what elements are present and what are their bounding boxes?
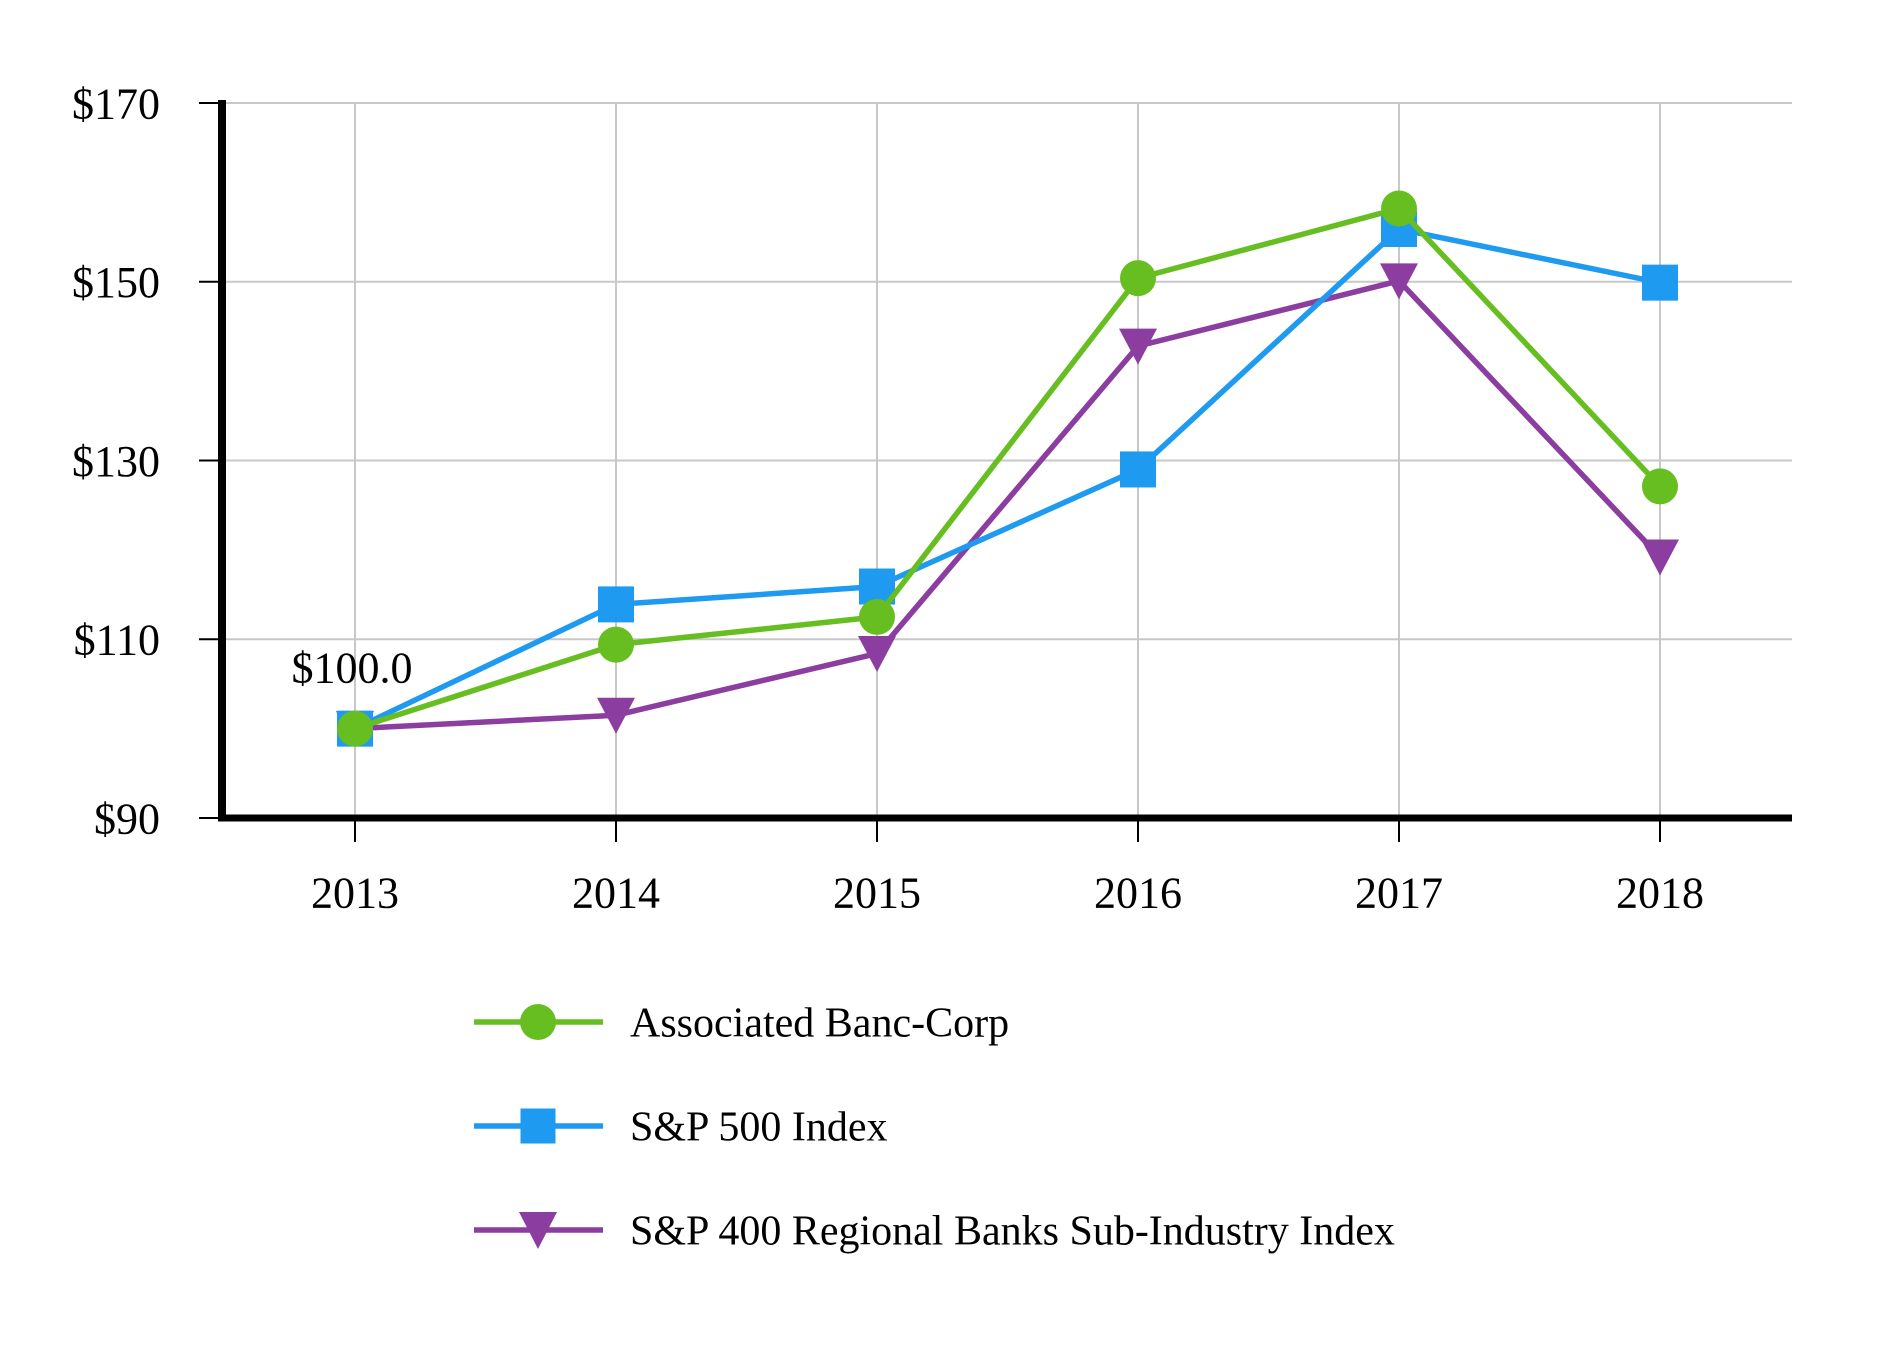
data-point-marker-square xyxy=(1642,264,1678,301)
data-point-marker-circle xyxy=(337,710,373,747)
data-point-marker-circle xyxy=(1642,468,1678,505)
data-point-marker-triangle xyxy=(519,1212,557,1249)
data-point-marker-square xyxy=(598,586,634,623)
y-tick-label: $130 xyxy=(72,437,160,486)
data-point-marker-circle xyxy=(520,1004,556,1040)
x-tick-label: 2014 xyxy=(572,868,660,917)
legend-label: Associated Banc-Corp xyxy=(630,1001,1009,1047)
data-point-marker-square xyxy=(1120,451,1156,488)
series-associated-banc-corp xyxy=(337,190,1678,747)
data-point-marker-triangle xyxy=(1641,539,1679,576)
legend-item-associated-banc-corp: Associated Banc-Corp xyxy=(474,1001,1009,1047)
data-point-marker-circle xyxy=(598,626,634,663)
legend-marker-triangle-down-icon xyxy=(519,1212,557,1249)
data-point-marker-circle xyxy=(859,598,895,635)
legend-marker-circle-icon xyxy=(520,1004,556,1040)
x-tick-label: 2015 xyxy=(833,868,921,917)
legend-item-s-p-400-regional-banks-sub-industry-index: S&P 400 Regional Banks Sub-Industry Inde… xyxy=(474,1209,1395,1255)
x-tick-label: 2013 xyxy=(311,868,399,917)
axes xyxy=(199,100,1792,842)
legend-marker-square-icon xyxy=(520,1108,556,1144)
x-tick-label: 2017 xyxy=(1355,868,1443,917)
y-tick-label: $170 xyxy=(72,79,160,128)
legend-item-s-p-500-index: S&P 500 Index xyxy=(474,1105,887,1151)
series-line xyxy=(352,278,1663,732)
legend: Associated Banc-Corp S&P 500 Index S&P 400… xyxy=(474,1001,1395,1255)
x-tick-label: 2018 xyxy=(1616,868,1704,917)
gridlines xyxy=(222,102,1792,818)
data-point-marker-triangle xyxy=(858,636,896,673)
series-s-p-400-regional-banks-sub-industry-index xyxy=(336,263,1679,748)
annotation-start-value: $100.0 xyxy=(292,644,413,693)
data-point-marker-circle xyxy=(1381,190,1417,227)
data-point-marker-circle xyxy=(1120,260,1156,297)
series-line xyxy=(352,205,1663,732)
data-point-marker-triangle xyxy=(1119,328,1157,365)
data-point-marker-triangle xyxy=(1380,263,1418,300)
y-tick-label: $150 xyxy=(72,258,160,307)
y-tick-label: $110 xyxy=(74,616,160,665)
data-point-marker-triangle xyxy=(597,697,635,734)
legend-label: S&P 500 Index xyxy=(630,1105,887,1151)
series-line xyxy=(352,226,1663,732)
data-point-marker-square xyxy=(520,1108,556,1144)
axis-labels: $90 $110 $130 $150 $170 2013 2014 2015 2016 2017 2… xyxy=(72,79,1704,917)
series-group xyxy=(336,190,1679,748)
y-tick-label: $90 xyxy=(94,794,160,843)
x-tick-label: 2016 xyxy=(1094,868,1182,917)
legend-label: S&P 400 Regional Banks Sub-Industry Inde… xyxy=(630,1209,1395,1255)
